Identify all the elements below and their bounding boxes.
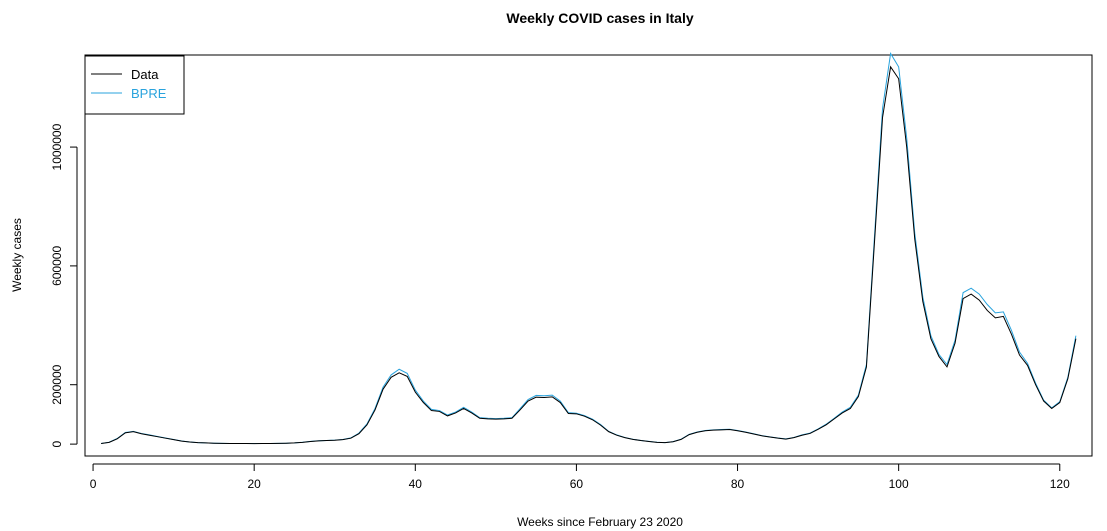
y-tick-label: 200000 [50,364,64,404]
legend: Data BPRE [84,55,185,115]
series-layer [101,52,1077,445]
x-axis-label: Weeks since February 23 2020 [517,515,683,529]
x-tick-label: 100 [889,477,909,491]
y-tick-label: 1000000 [50,123,64,170]
chart-title: Weekly COVID cases in Italy [506,10,693,26]
legend-label-bpre: BPRE [131,86,167,101]
y-tick-label: 0 [50,440,64,447]
y-axis: 0 200000 600000 1000000 [50,123,78,447]
legend-label-data: Data [131,67,159,82]
series-line-data [101,65,1077,445]
plot-area-border [84,54,1093,457]
x-tick-label: 0 [90,477,97,491]
x-axis: 0 20 40 60 80 100 120 [90,463,1070,491]
legend-box [84,55,185,115]
y-tick-label: 600000 [50,246,64,286]
x-tick-label: 20 [247,477,261,491]
x-tick-label: 40 [409,477,423,491]
x-tick-label: 60 [570,477,584,491]
y-axis-label: Weekly cases [10,218,24,292]
x-tick-label: 80 [731,477,745,491]
x-tick-label: 120 [1050,477,1070,491]
